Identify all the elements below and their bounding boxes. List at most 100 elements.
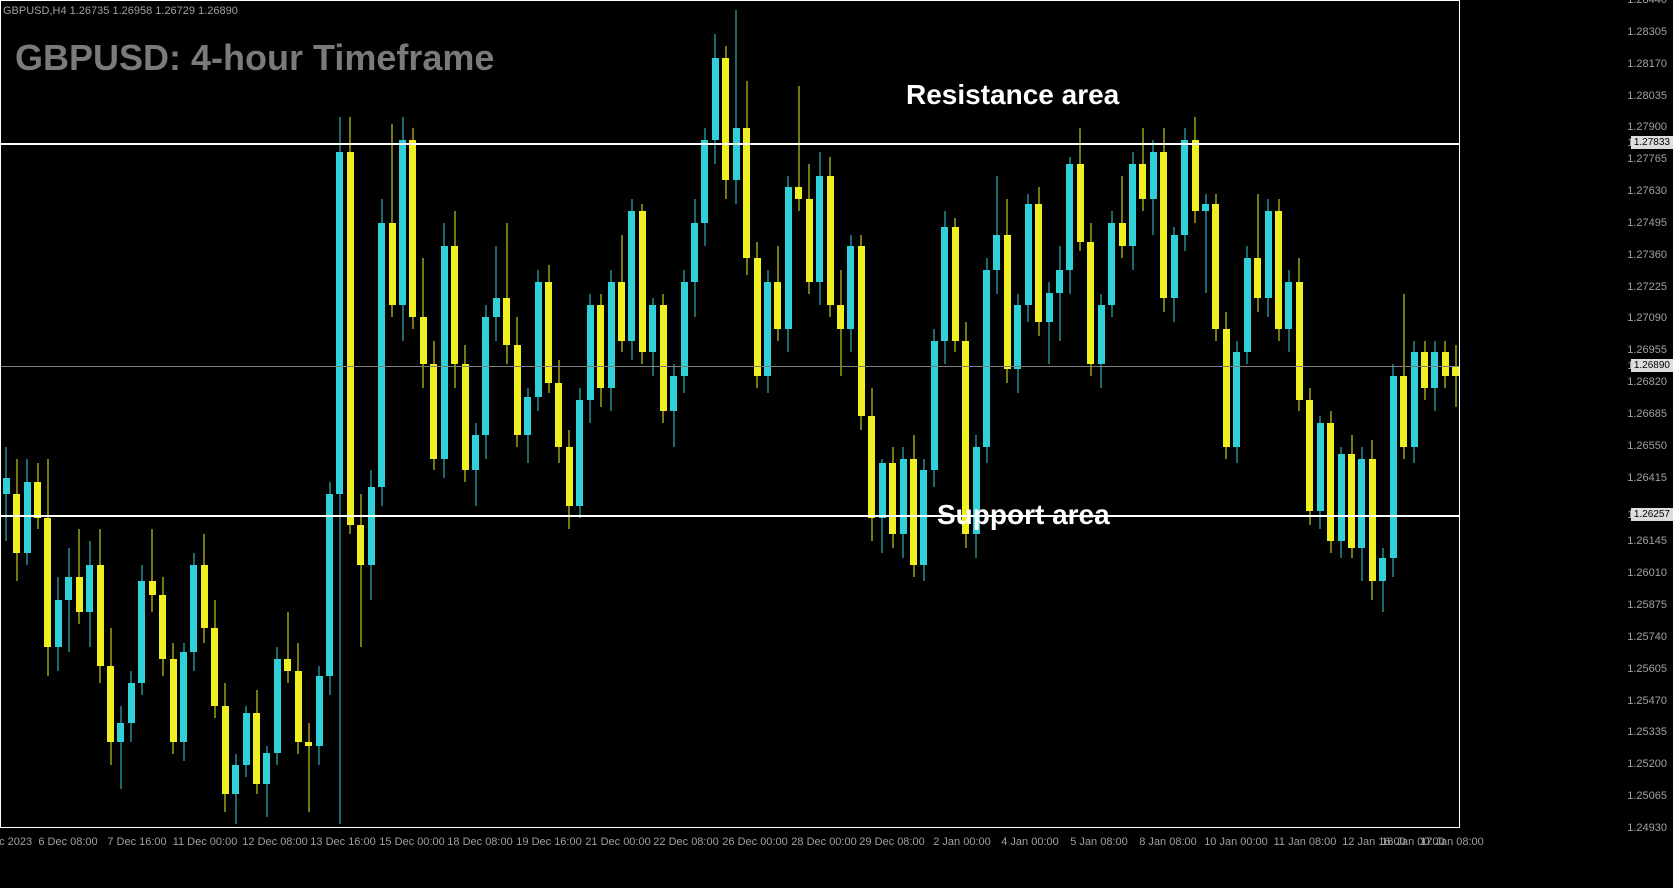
candlestick[interactable] [1421,341,1428,400]
candlestick[interactable] [1056,246,1063,340]
candlestick[interactable] [305,723,312,813]
candlestick[interactable] [858,235,865,431]
candlestick[interactable] [1265,199,1272,317]
candlestick[interactable] [263,746,270,817]
candlestick[interactable] [847,235,854,353]
candlestick[interactable] [1014,294,1021,393]
candlestick[interactable] [1192,117,1199,223]
candlestick[interactable] [941,211,948,364]
candlestick[interactable] [1108,211,1115,317]
candlestick[interactable] [1139,128,1146,211]
candlestick[interactable] [1129,152,1136,270]
candlestick[interactable] [785,176,792,353]
candlestick[interactable] [691,199,698,317]
candlestick[interactable] [430,341,437,471]
candlestick[interactable] [816,152,823,305]
candlestick[interactable] [1202,194,1209,293]
candlestick[interactable] [1223,312,1230,458]
candlestick[interactable] [389,124,396,317]
candlestick[interactable] [1212,194,1219,340]
candlestick[interactable] [1171,227,1178,321]
candlestick[interactable] [587,294,594,424]
candlestick[interactable] [336,117,343,825]
candlestick[interactable] [3,447,10,541]
candlestick[interactable] [399,117,406,341]
candlestick[interactable] [722,46,729,199]
candlestick[interactable] [774,246,781,340]
candlestick[interactable] [378,199,385,506]
candlestick[interactable] [97,529,104,682]
candlestick[interactable] [284,612,291,683]
candlestick[interactable] [545,265,552,392]
candlestick[interactable] [1025,194,1032,321]
candlestick[interactable] [180,643,187,761]
candlestick[interactable] [952,218,959,352]
candlestick[interactable] [295,643,302,754]
candlestick[interactable] [868,388,875,541]
candlestick[interactable] [1066,157,1073,294]
candlestick[interactable] [503,223,510,365]
candlestick[interactable] [608,270,615,412]
candlestick[interactable] [1181,128,1188,251]
candlestick[interactable] [889,447,896,548]
candlestick[interactable] [931,329,938,487]
candlestick[interactable] [482,305,489,458]
candlestick[interactable] [86,541,93,647]
candlestick[interactable] [1348,435,1355,558]
candlestick[interactable] [1390,364,1397,576]
candlestick[interactable] [973,435,980,558]
candlestick[interactable] [222,683,229,813]
candlestick[interactable] [1452,345,1459,406]
candlestick[interactable] [1004,199,1011,383]
candlestick[interactable] [1411,341,1418,464]
candlestick[interactable] [1400,294,1407,459]
candlestick[interactable] [733,10,740,203]
candlestick[interactable] [1327,411,1334,553]
candlestick[interactable] [1254,194,1261,312]
candlestick[interactable] [920,459,927,582]
candlestick[interactable] [232,754,239,825]
candlestick[interactable] [1119,176,1126,259]
candlestick[interactable] [76,529,83,623]
candlestick[interactable] [1244,246,1251,364]
candlestick[interactable] [1306,388,1313,525]
candlestick[interactable] [827,157,834,317]
candlestick[interactable] [149,529,156,612]
candlestick[interactable] [451,211,458,388]
candlestick[interactable] [1098,294,1105,388]
candlestick[interactable] [190,553,197,671]
candlestick[interactable] [347,117,354,535]
candlestick[interactable] [274,647,281,765]
candlestick[interactable] [1150,140,1157,234]
candlestick[interactable] [1087,223,1094,376]
candlestick[interactable] [1077,128,1084,251]
candlestick[interactable] [670,364,677,447]
candlestick[interactable] [357,494,364,647]
candlestick[interactable] [1379,548,1386,612]
candlestick[interactable] [837,270,844,376]
candlestick[interactable] [806,164,813,294]
candlestick[interactable] [639,204,646,364]
candlestick[interactable] [170,643,177,754]
candlestick[interactable] [55,577,62,671]
candlestick[interactable] [618,235,625,353]
candlestick[interactable] [472,423,479,506]
candlestick[interactable] [879,459,886,553]
candlestick[interactable] [1160,128,1167,312]
candlestick[interactable] [535,270,542,412]
candlestick[interactable] [597,294,604,407]
candlestick[interactable] [1442,341,1449,388]
candlestick[interactable] [1035,187,1042,336]
candlestick[interactable] [660,294,667,424]
candlestick[interactable] [159,577,166,676]
candlestick[interactable] [524,388,531,463]
candlestick[interactable] [1233,341,1240,464]
candlestick[interactable] [65,548,72,652]
candlestick[interactable] [253,690,260,794]
candlestick[interactable] [649,298,656,376]
candlestick[interactable] [493,246,500,340]
candlestick[interactable] [420,258,427,388]
candlestick[interactable] [983,258,990,463]
candlestick[interactable] [34,463,41,529]
candlestick[interactable] [316,666,323,765]
